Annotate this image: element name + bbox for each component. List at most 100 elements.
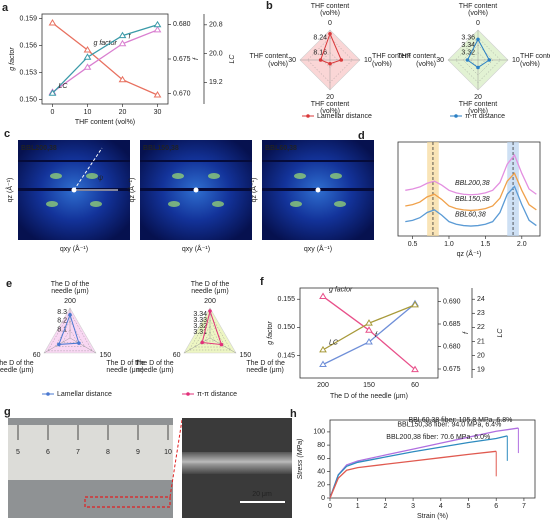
detector-gap	[18, 160, 130, 162]
frame-label: BBL150,38	[143, 145, 179, 152]
psi-line	[73, 147, 103, 191]
x-tick-label: 1.0	[444, 241, 454, 248]
radar-category: 30	[288, 57, 296, 64]
data-point	[68, 313, 72, 317]
data-point	[118, 75, 127, 83]
y-axis-label: qz (Å⁻¹)	[5, 178, 14, 203]
x-tick-label: 30	[154, 109, 162, 116]
legend-label: π-π distance	[465, 113, 505, 120]
data-point	[153, 25, 162, 33]
legend-label: π-π distance	[197, 391, 237, 398]
scale-bar-label: 20 μm	[252, 491, 272, 498]
radar-axis-title: THF content	[459, 3, 498, 10]
y2-tick-label: 0.680	[443, 343, 461, 350]
diffraction-arc	[208, 173, 220, 179]
annotation: BBL150,38 fiber: 94.0 MPa, 6.4%	[397, 422, 501, 429]
series-line	[52, 22, 158, 96]
series-label: LC	[329, 340, 339, 347]
radar-grid	[47, 311, 93, 352]
beam-center	[315, 187, 321, 193]
y3-tick-label: 20.0	[209, 50, 223, 57]
panel-label: d	[358, 130, 365, 142]
data-point	[83, 63, 92, 70]
radar-grid	[204, 331, 216, 342]
detector-gap	[140, 160, 252, 162]
series-label: g factor	[329, 286, 353, 293]
data-point	[48, 89, 57, 96]
y-axis-label: qz (Å⁻¹)	[249, 178, 258, 203]
radar-grid	[322, 52, 338, 68]
y-tick-label: 60	[317, 455, 325, 462]
radar-axis	[209, 337, 237, 354]
panel-label: a	[2, 2, 9, 14]
series-label: g factor	[94, 40, 118, 47]
data-point	[153, 20, 162, 28]
series-line	[405, 172, 537, 212]
data-point	[476, 37, 480, 42]
x-tick-label: 5	[467, 503, 471, 510]
radar-axis-title: (vol%)	[320, 10, 340, 17]
x-axis-label: qz (Å⁻¹)	[457, 249, 482, 258]
radar-tick-label: 8.24	[313, 34, 327, 41]
y2-axis-label: f	[193, 57, 200, 60]
plot-frame	[397, 141, 541, 237]
radar-axis-title: needle (μm)	[106, 367, 144, 374]
y2-tick-label: 0.680	[173, 21, 191, 28]
data-point	[339, 58, 344, 62]
data-point	[118, 39, 127, 47]
series-label: f	[375, 332, 378, 339]
radar-tick-label: 8.3	[57, 309, 67, 316]
y-tick-label: 80	[317, 442, 325, 449]
radar-axis-title: The D of the	[191, 281, 230, 288]
ruler	[8, 425, 173, 480]
radar-tick-label: 8.2	[57, 318, 67, 325]
ruler-number: 9	[136, 449, 140, 456]
x-tick-label: 150	[363, 382, 375, 389]
ruler-number: 10	[164, 449, 172, 456]
radar-axis-title: THF content	[459, 101, 498, 108]
series-label: BBL200,38	[455, 180, 490, 187]
y3-tick-label: 19	[477, 366, 485, 373]
radar-axis-title: (vol%)	[416, 61, 436, 68]
radar-axis-title: needle (μm)	[191, 288, 229, 295]
y2-tick-label: 0.675	[443, 366, 461, 373]
diffraction-arc	[86, 173, 98, 179]
series-label: BBL60,38	[455, 211, 486, 218]
radar-axis-title: THF content	[311, 3, 350, 10]
radar-axis-title: THF content	[311, 101, 350, 108]
radar-tick-label: 3.34	[193, 311, 207, 318]
x-tick-label: 10	[84, 109, 92, 116]
x-tick-label: 0	[328, 503, 332, 510]
y-tick-label: 20	[317, 482, 325, 489]
radar-tick-label: 8.1	[57, 326, 67, 333]
radar-tick-label: 3.36	[461, 34, 475, 41]
data-point	[365, 338, 373, 345]
radar-category: 60	[33, 352, 41, 359]
radar-axis-title: (vol%)	[320, 108, 340, 115]
y3-tick-label: 19.2	[209, 79, 223, 86]
data-point	[328, 61, 332, 66]
radar-category: 30	[436, 57, 444, 64]
panel-label: g	[4, 406, 11, 418]
series-line	[322, 295, 416, 371]
x-axis-label: qxy (Å⁻¹)	[60, 244, 88, 253]
y2-tick-label: 0.675	[173, 56, 191, 63]
radar-axis-title: (vol%)	[468, 108, 488, 115]
x-tick-label: 7	[522, 503, 526, 510]
y2-tick-label: 0.670	[173, 90, 191, 97]
diffraction-arc	[330, 173, 342, 179]
x-tick-label: 2.0	[517, 241, 527, 248]
radar-series	[201, 309, 223, 346]
y-axis-label: g factor	[9, 47, 16, 71]
radar-axis-title: needle (μm)	[136, 367, 174, 374]
series-line	[329, 450, 497, 499]
y2-axis-label: f	[463, 331, 470, 334]
data-point	[48, 19, 57, 26]
plot-frame	[299, 287, 439, 379]
radar-category: 150	[99, 352, 111, 359]
series-line	[405, 185, 537, 227]
y-tick-label: 0.145	[277, 352, 295, 359]
y-tick-label: 100	[313, 429, 325, 436]
x-axis-label: THF content (vol%)	[75, 119, 135, 126]
